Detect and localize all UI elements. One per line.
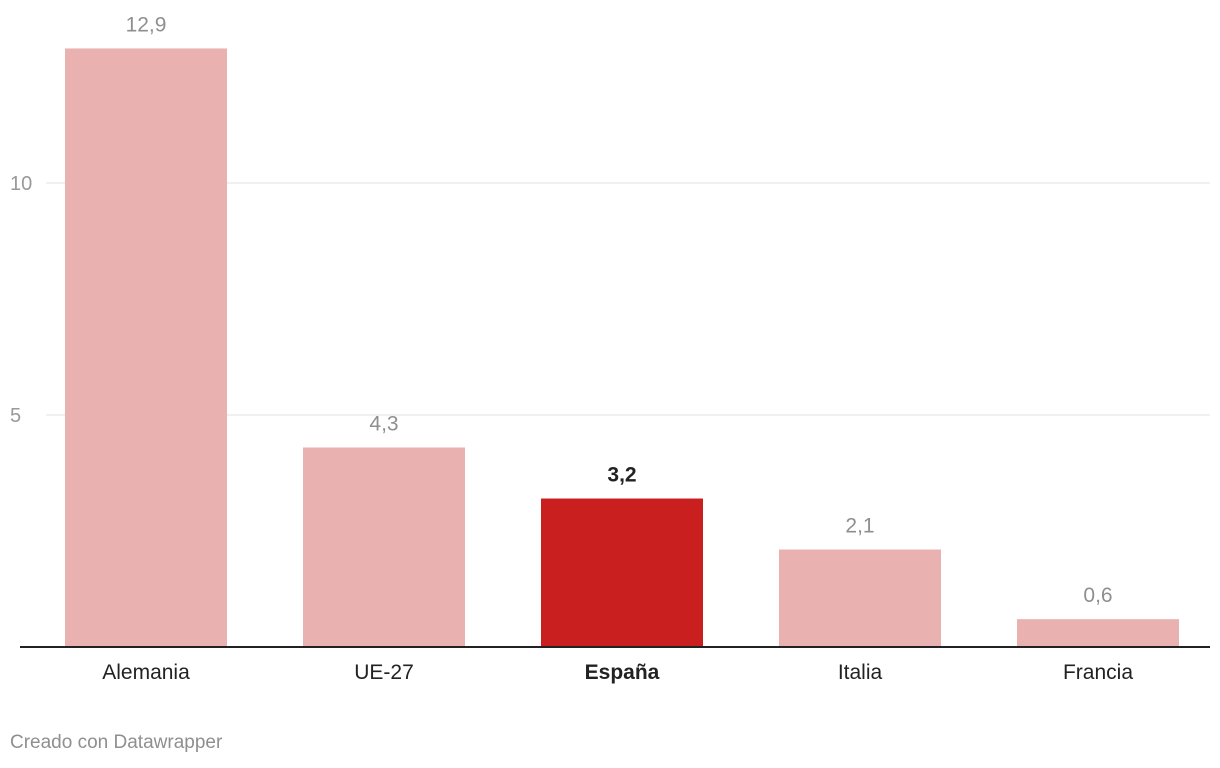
value-label-1: 4,3 <box>369 412 398 435</box>
bar-1 <box>303 447 465 647</box>
bar-3 <box>779 549 941 647</box>
category-label-0: Alemania <box>102 661 190 684</box>
value-label-2: 3,2 <box>607 464 636 487</box>
bar-2 <box>541 498 703 647</box>
bar-0 <box>65 48 227 647</box>
value-label-4: 0,6 <box>1083 584 1112 607</box>
value-label-0: 12,9 <box>126 13 167 36</box>
category-label-3: Italia <box>838 661 883 684</box>
y-tick-label-10: 10 <box>10 173 32 195</box>
value-label-3: 2,1 <box>845 515 874 538</box>
category-label-2: España <box>585 661 660 684</box>
bar-4 <box>1017 619 1179 647</box>
credit-text: Creado con Datawrapper <box>10 732 223 753</box>
y-tick-label-5: 5 <box>10 405 21 427</box>
category-label-1: UE-27 <box>354 661 414 684</box>
category-label-4: Francia <box>1063 661 1133 684</box>
